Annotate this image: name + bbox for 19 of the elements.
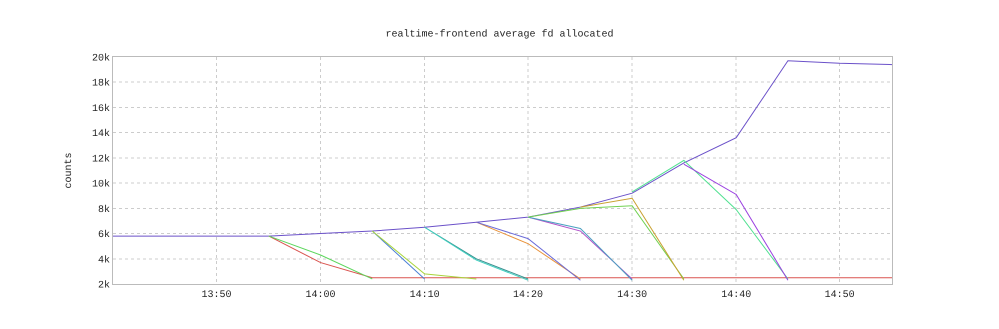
y-tick-label: 8k [98, 204, 110, 216]
x-tick-label: 14:20 [513, 290, 544, 301]
x-tick-label: 13:50 [201, 290, 232, 301]
y-tick-label: 6k [98, 229, 110, 242]
y-tick-label: 12k [92, 153, 110, 166]
y-tick-label: 20k [92, 52, 110, 64]
chart-title: realtime-frontend average fd allocated [385, 28, 614, 40]
y-tick-label: 16k [92, 102, 110, 115]
y-axis-title: counts [64, 152, 75, 189]
x-tick-label: 14:40 [721, 290, 752, 301]
x-tick-label: 14:00 [306, 290, 336, 301]
y-tick-label: 2k [98, 280, 110, 292]
x-tick-label: 14:10 [410, 290, 440, 301]
y-tick-label: 18k [92, 78, 110, 90]
x-tick-label: 14:50 [824, 290, 855, 301]
x-tick-label: 14:30 [617, 290, 648, 301]
y-tick-label: 14k [92, 128, 110, 140]
y-tick-label: 4k [98, 254, 110, 266]
y-tick-label: 10k [92, 178, 110, 191]
